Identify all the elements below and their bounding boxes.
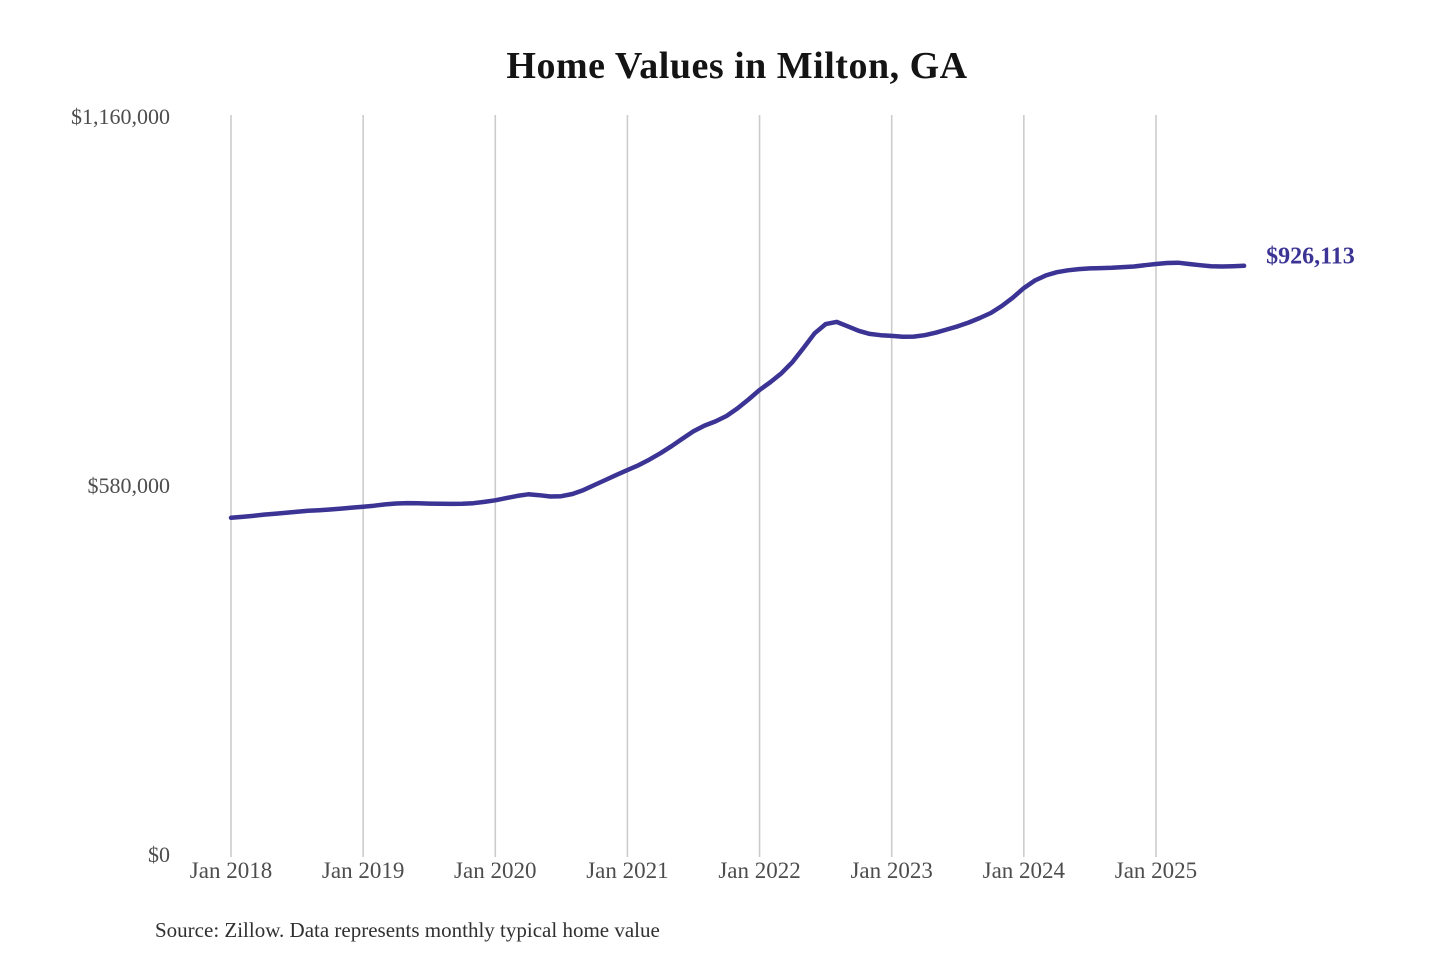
y-axis-tick-label: $0	[148, 842, 170, 867]
x-axis-tick-label: Jan 2025	[1114, 858, 1198, 883]
y-axis-tick-label: $580,000	[87, 473, 171, 498]
chart-title: Home Values in Milton, GA	[506, 45, 968, 87]
gridlines	[230, 115, 1157, 857]
source-note: Source: Zillow. Data represents monthly …	[155, 918, 660, 942]
end-value-label: $926,113	[1266, 243, 1355, 270]
value-line	[228, 260, 1247, 521]
x-axis-tick-label: Jan 2023	[850, 858, 933, 883]
x-axis-tick-label: Jan 2018	[189, 858, 273, 883]
x-axis-tick-label: Jan 2020	[454, 858, 537, 883]
x-axis-tick-label: Jan 2022	[718, 858, 801, 883]
y-axis-tick-label: $1,160,000	[71, 104, 170, 129]
x-axis-tick-label: Jan 2024	[982, 858, 1066, 883]
x-axis-tick-label: Jan 2019	[321, 858, 405, 883]
x-axis-tick-label: Jan 2021	[586, 858, 669, 883]
